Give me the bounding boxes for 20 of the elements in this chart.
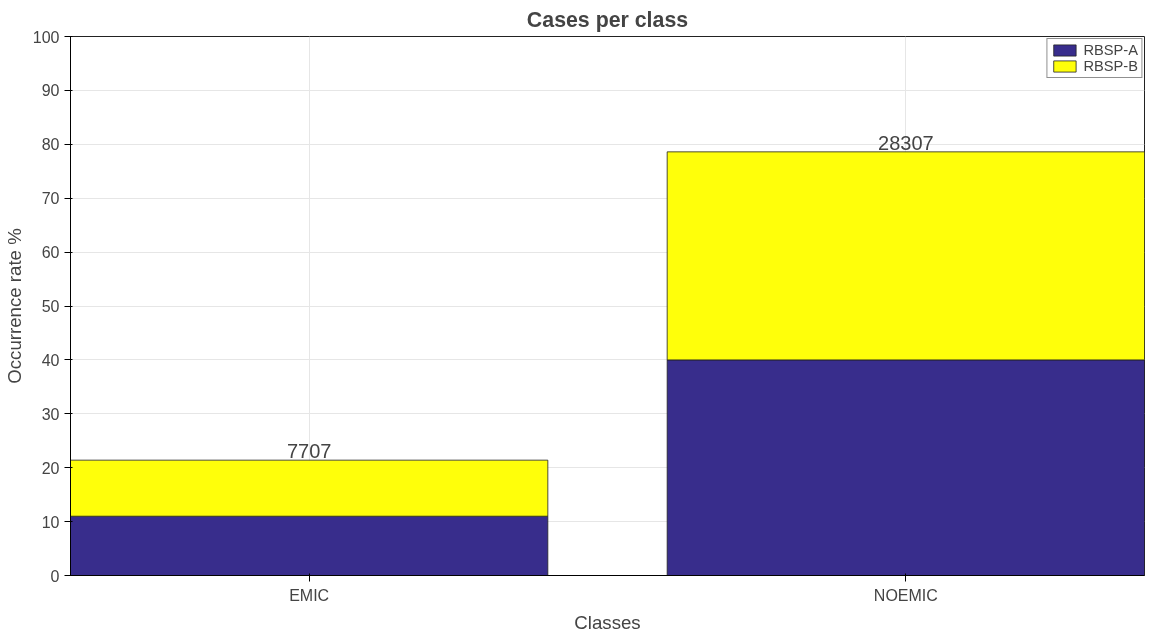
legend-label: RBSP-A xyxy=(1083,42,1138,58)
y-tick-label: 40 xyxy=(41,351,60,369)
chart-title: Cases per class xyxy=(526,7,689,32)
annotation: 7707 xyxy=(286,440,332,463)
y-tick-label: 30 xyxy=(41,405,60,423)
legend-label: RBSP-B xyxy=(1083,58,1138,74)
annotation: 28307 xyxy=(878,131,934,154)
y-tick-label: 0 xyxy=(50,567,60,585)
x-axis-title: Classes xyxy=(574,611,641,633)
y-tick-label: 70 xyxy=(41,190,60,208)
y-tick-label: 60 xyxy=(41,244,60,262)
y-tick-label: 100 xyxy=(32,28,60,46)
y-tick-label: 80 xyxy=(41,136,60,154)
y-axis-title: Occurrence rate % xyxy=(3,228,25,384)
y-tick-label: 10 xyxy=(41,513,60,531)
y-tick-label: 50 xyxy=(41,298,60,315)
x-tick-label: NOEMIC xyxy=(873,586,938,604)
y-tick-label: 90 xyxy=(41,82,60,100)
y-tick-label: 20 xyxy=(41,459,60,477)
x-tick-label: EMIC xyxy=(289,586,330,604)
